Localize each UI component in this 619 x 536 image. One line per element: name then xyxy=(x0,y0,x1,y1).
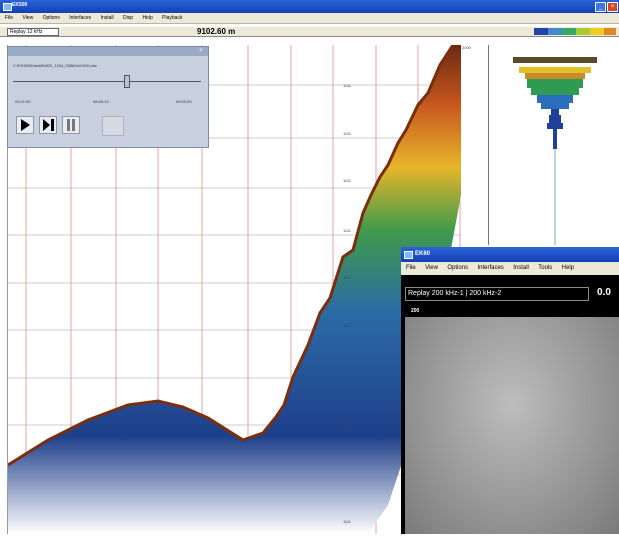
replay-slider-thumb[interactable] xyxy=(124,75,130,88)
histogram xyxy=(513,57,597,245)
depth-tick: 1111 xyxy=(343,519,352,524)
time-start: 03:01:00 xyxy=(15,99,31,104)
stop-button[interactable] xyxy=(102,116,124,136)
ek60-title-bar[interactable]: EK60 xyxy=(401,247,619,262)
ek60-menu-interfaces[interactable]: Interfaces xyxy=(477,265,504,271)
histogram-panel xyxy=(488,45,619,245)
palette-swatch xyxy=(604,28,616,35)
palette-swatch xyxy=(534,28,548,35)
depth-scale-top: 2000 xyxy=(462,45,471,50)
depth-tick: 1111 xyxy=(343,131,352,136)
time-end: 09:03:00 xyxy=(176,99,192,104)
menu-bar: File View Options Interfaces Install Dis… xyxy=(0,13,619,24)
menu-interfaces[interactable]: Interfaces xyxy=(69,15,92,21)
menu-file[interactable]: File xyxy=(5,15,14,21)
dialog-close-icon[interactable]: × xyxy=(199,48,203,54)
palette-swatch xyxy=(590,28,604,35)
ek60-range-label: 200 xyxy=(411,308,420,314)
step-button[interactable] xyxy=(39,116,57,134)
depth-tick: 1111 xyxy=(343,323,352,328)
app-icon xyxy=(3,3,12,11)
menu-help[interactable]: Help xyxy=(142,15,153,21)
dialog-title-bar[interactable]: × xyxy=(8,47,208,56)
time-current: 08:55:13 xyxy=(93,99,109,104)
depth-tick: 1111 xyxy=(343,228,352,233)
menu-options[interactable]: Options xyxy=(42,15,60,21)
ek60-window[interactable]: EK60 File View Options Interfaces Instal… xyxy=(401,247,619,534)
ek60-window-title: EK60 xyxy=(415,251,431,257)
palette-swatch xyxy=(562,28,576,35)
menu-playback[interactable]: Playback xyxy=(162,15,183,21)
ek60-echogram[interactable] xyxy=(405,317,619,534)
ek60-range-readout: 0.0 xyxy=(597,287,611,298)
play-icon xyxy=(21,119,30,131)
menu-install[interactable]: Install xyxy=(100,15,114,21)
window-title: EK500 xyxy=(12,2,28,8)
ek60-menu-bar: File View Options Interfaces Install Too… xyxy=(401,262,619,275)
palette-swatch xyxy=(576,28,590,35)
ek60-menu-help[interactable]: Help xyxy=(561,265,575,271)
main-title-bar: EK500 _ × xyxy=(0,0,619,13)
seabed-echo xyxy=(8,45,461,534)
depth-tick: 1111 xyxy=(343,275,352,280)
close-button[interactable]: × xyxy=(607,2,618,12)
pause-button[interactable] xyxy=(62,116,80,134)
minimize-button[interactable]: _ xyxy=(595,2,606,12)
ek60-menu-file[interactable]: File xyxy=(406,265,416,271)
depth-tick: 1111 xyxy=(343,425,352,430)
pause-icon xyxy=(67,119,75,131)
depth-tick: 1111 xyxy=(343,83,352,88)
ek60-app-icon xyxy=(404,251,413,259)
menu-disp[interactable]: Disp xyxy=(123,15,134,21)
ek60-menu-tools[interactable]: Tools xyxy=(538,265,553,271)
ek60-menu-install[interactable]: Install xyxy=(513,265,529,271)
replay-file-path: C:\EK500\Data\Ek500_1204_035kHz\0300.raw xyxy=(13,63,97,68)
ek60-replay-label: Replay 200 kHz-1 | 200 kHz-2 xyxy=(405,287,589,301)
palette-swatch xyxy=(548,28,562,35)
depth-tick: 1111 xyxy=(343,178,352,183)
echogram[interactable]: 2000 1111 1111 1111 1111 1111 1111 1111 … xyxy=(7,44,471,534)
range-readout: 9102.60 m xyxy=(197,27,236,36)
replay-label: Replay 12 kHz xyxy=(7,28,59,36)
status-row: Replay 12 kHz 9102.60 m xyxy=(0,27,619,37)
menu-view[interactable]: View xyxy=(22,15,34,21)
replay-dialog[interactable]: × C:\EK500\Data\Ek500_1204_035kHz\0300.r… xyxy=(7,46,209,148)
play-button[interactable] xyxy=(16,116,34,134)
seabed-surface xyxy=(7,44,455,467)
ek60-menu-options[interactable]: Options xyxy=(447,265,469,271)
replay-slider-track[interactable] xyxy=(13,81,201,82)
ek60-menu-view[interactable]: View xyxy=(425,265,438,271)
step-forward-icon xyxy=(43,119,54,131)
